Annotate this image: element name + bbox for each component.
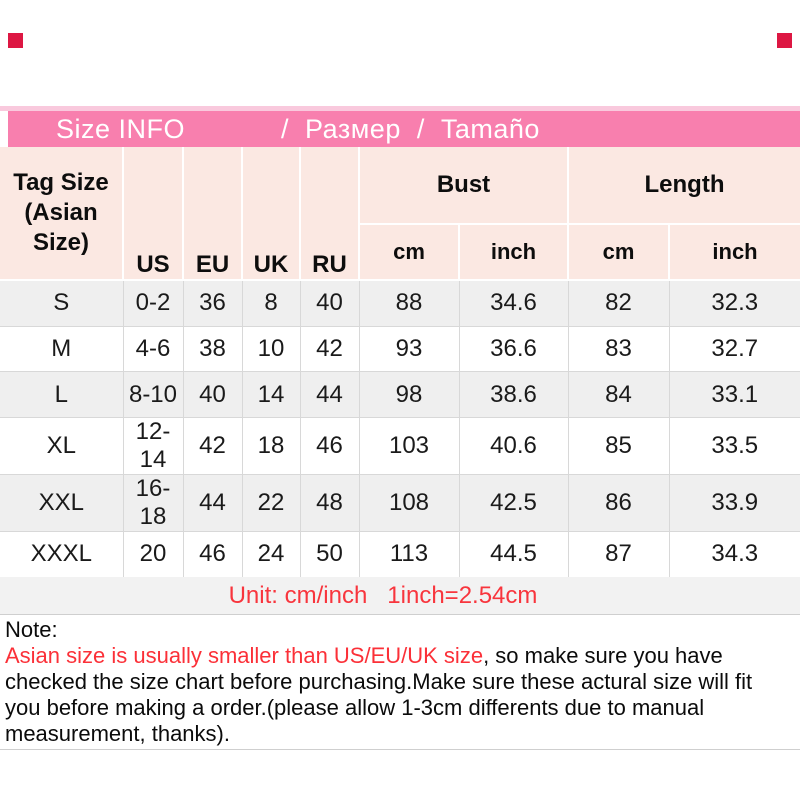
note-section: Note: Asian size is usually smaller than …: [0, 613, 800, 750]
table-row-m: M 4-6 38 10 42 93 36.6 83 32.7: [0, 325, 800, 372]
cell-bust-inch: 42.5: [458, 474, 568, 532]
cell-length-cm: 84: [567, 371, 669, 418]
cell-bust-cm: 93: [358, 325, 459, 372]
cell-us: 4-6: [122, 325, 183, 372]
cell-uk: 22: [241, 474, 300, 532]
cell-length-inch: 33.9: [668, 474, 800, 532]
cell-us: 0-2: [122, 278, 183, 327]
cell-bust-cm: 108: [358, 474, 459, 532]
header-us: US: [122, 147, 183, 280]
page-title: Size INFO / Размер / Tamaño: [56, 114, 540, 144]
cell-eu: 44: [182, 474, 242, 532]
cell-length-inch: 32.3: [668, 278, 800, 327]
table-row-xxxl: XXXL 20 46 24 50 113 44.5 87 34.3: [0, 531, 800, 577]
cell-eu: 40: [182, 371, 242, 418]
cell-eu: 36: [182, 278, 242, 327]
cell-length-cm: 87: [567, 531, 669, 577]
cell-bust-cm: 103: [358, 417, 459, 475]
cell-bust-cm: 113: [358, 531, 459, 577]
cell-eu: 42: [182, 417, 242, 475]
cell-bust-inch: 36.6: [458, 325, 568, 372]
title-bar: Size INFO / Размер / Tamaño: [8, 111, 800, 147]
header-bust: Bust: [358, 147, 568, 225]
cell-uk: 10: [241, 325, 300, 372]
cell-length-inch: 33.5: [668, 417, 800, 475]
header-eu: EU: [182, 147, 242, 280]
cell-tag: XXL: [0, 474, 123, 532]
cell-tag: XL: [0, 417, 123, 475]
cell-length-inch: 32.7: [668, 325, 800, 372]
cell-bust-inch: 34.6: [458, 278, 568, 327]
unit-text: Unit: cm/inch 1inch=2.54cm: [228, 581, 538, 609]
top-whitespace: [0, 0, 800, 106]
note-label: Note:: [5, 616, 58, 642]
header-tag-size: Tag Size (Asian Size): [0, 147, 123, 280]
cell-length-cm: 85: [567, 417, 669, 475]
table-row-xl: XL 12-14 42 18 46 103 40.6 85 33.5: [0, 417, 800, 475]
cell-uk: 14: [241, 371, 300, 418]
header-length-cm: cm: [567, 224, 669, 280]
cell-bust-cm: 98: [358, 371, 459, 418]
cell-length-cm: 83: [567, 325, 669, 372]
cell-bust-inch: 38.6: [458, 371, 568, 418]
corner-mark-right: [777, 33, 792, 48]
cell-ru: 42: [299, 325, 359, 372]
table-row-s: S 0-2 36 8 40 88 34.6 82 32.3: [0, 278, 800, 327]
cell-ru: 44: [299, 371, 359, 418]
header-length-inch: inch: [667, 224, 800, 280]
pink-strip: [0, 106, 800, 111]
cell-us: 16-18: [122, 474, 183, 532]
header-ru: RU: [299, 147, 359, 280]
cell-eu: 38: [182, 325, 242, 372]
table-row-l: L 8-10 40 14 44 98 38.6 84 33.1: [0, 371, 800, 418]
cell-length-inch: 33.1: [668, 371, 800, 418]
size-table: Tag Size (Asian Size) US EU UK RU Bust L…: [0, 147, 800, 577]
cell-bust-inch: 40.6: [458, 417, 568, 475]
cell-tag: S: [0, 278, 123, 327]
cell-ru: 50: [299, 531, 359, 577]
cell-us: 20: [122, 531, 183, 577]
cell-bust-cm: 88: [358, 278, 459, 327]
cell-bust-inch: 44.5: [458, 531, 568, 577]
cell-tag: XXXL: [0, 531, 123, 577]
cell-length-inch: 34.3: [668, 531, 800, 577]
cell-length-cm: 86: [567, 474, 669, 532]
size-table-header: Tag Size (Asian Size) US EU UK RU Bust L…: [0, 147, 800, 280]
header-bust-cm: cm: [358, 224, 459, 280]
cell-ru: 40: [299, 278, 359, 327]
cell-length-cm: 82: [567, 278, 669, 327]
cell-uk: 18: [241, 417, 300, 475]
cell-tag: M: [0, 325, 123, 372]
cell-eu: 46: [182, 531, 242, 577]
cell-us: 8-10: [122, 371, 183, 418]
cell-ru: 48: [299, 474, 359, 532]
cell-uk: 8: [241, 278, 300, 327]
note-highlight-text: Asian size is usually smaller than US/EU…: [5, 642, 484, 668]
corner-mark-left: [8, 33, 23, 48]
header-uk: UK: [241, 147, 300, 280]
table-row-xxl: XXL 16-18 44 22 48 108 42.5 86 33.9: [0, 474, 800, 532]
unit-row: Unit: cm/inch 1inch=2.54cm: [0, 576, 800, 614]
note-body-text: , so make sure you have checked the size…: [5, 642, 753, 746]
cell-us: 12-14: [122, 417, 183, 475]
header-length: Length: [566, 147, 800, 225]
cell-ru: 46: [299, 417, 359, 475]
cell-uk: 24: [241, 531, 300, 577]
cell-tag: L: [0, 371, 123, 418]
header-bust-inch: inch: [458, 224, 568, 280]
